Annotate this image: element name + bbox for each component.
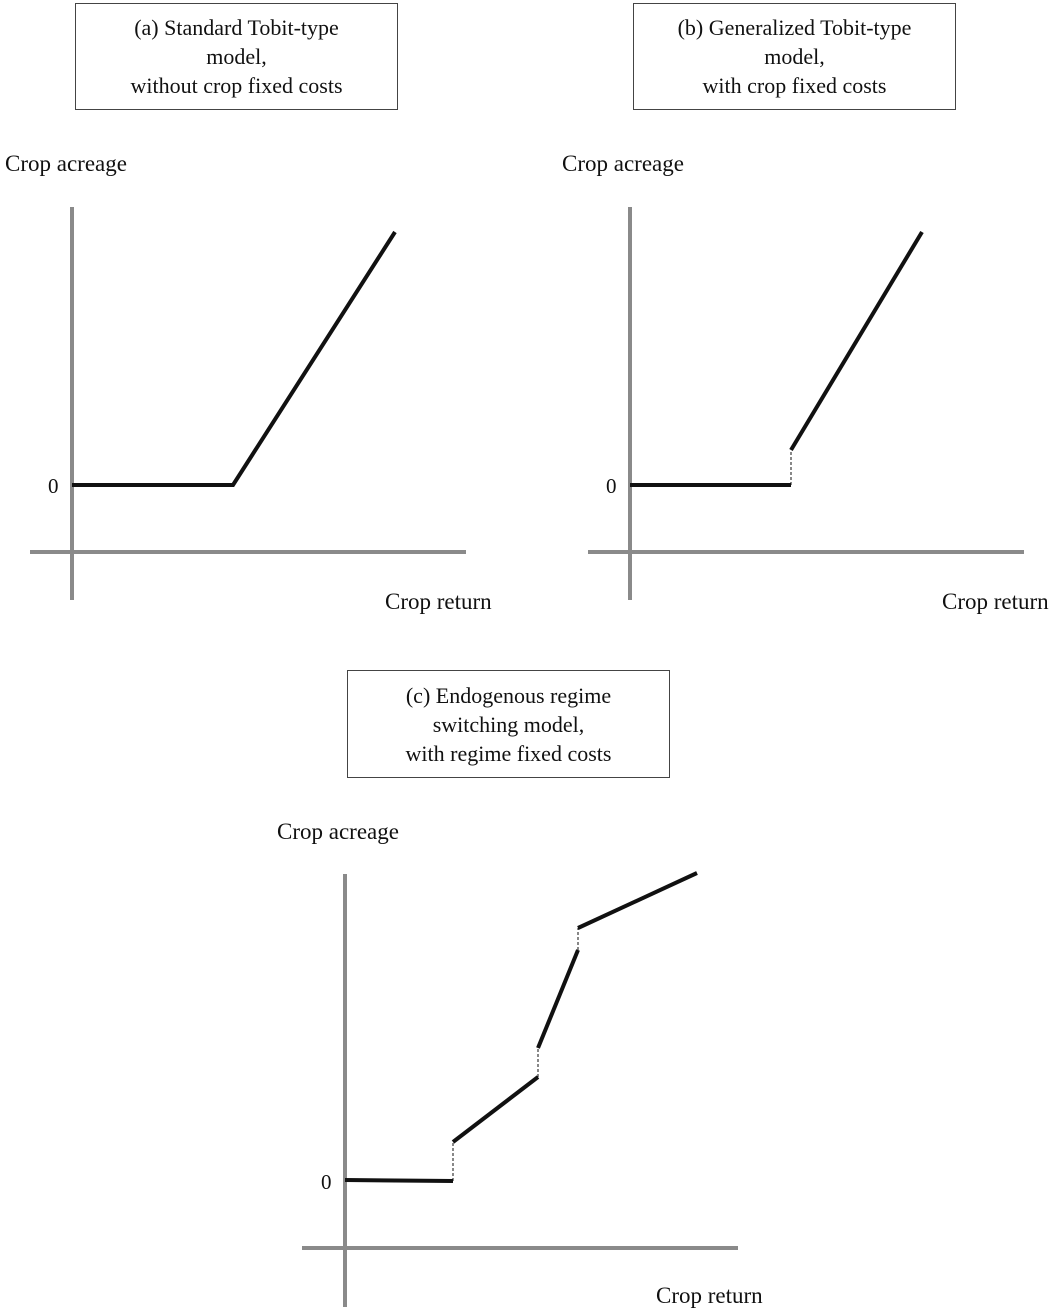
- panel-c-curve-segment-2: [451, 1075, 540, 1144]
- panel-b-title-box: (b) Generalized Tobit-type model, with c…: [633, 3, 956, 110]
- panel-c-curve-segment-3: [536, 949, 580, 1049]
- panel-b-zero-label: 0: [606, 474, 617, 498]
- panel-b-title-line-1: (b) Generalized Tobit-type: [677, 15, 912, 40]
- panel-c-plot: [302, 871, 738, 1307]
- panel-c-title-line-2: switching model,: [432, 711, 585, 737]
- panel-c-x-axis-label: Crop return: [656, 1283, 763, 1308]
- panel-a-y-axis-label: Crop acreage: [5, 151, 127, 176]
- panel-b-title-line-3: with crop fixed costs: [702, 73, 887, 98]
- panel-a-x-axis-label: Crop return: [385, 589, 492, 614]
- panel-a-plot: [30, 207, 466, 600]
- panel-c-title-line-1: (c) Endogenous regime: [405, 682, 612, 708]
- panel-a-title-line-2: model,: [206, 44, 267, 69]
- panel-b-y-axis-label: Crop acreage: [562, 151, 684, 176]
- panel-a-response-curve: [72, 230, 397, 487]
- panel-c-y-axis-label: Crop acreage: [277, 819, 399, 844]
- panel-c-curve-segment-1: [344, 1178, 454, 1183]
- panel-b-curve-segment-2: [789, 230, 924, 452]
- panel-b-title-line-2: model,: [764, 44, 825, 69]
- panel-a-zero-label: 0: [48, 474, 59, 498]
- panel-a-title-box: (a) Standard Tobit-type model, without c…: [75, 3, 398, 110]
- panel-c-curve-segment-4: [577, 871, 698, 930]
- panel-a-title-line-1: (a) Standard Tobit-type: [134, 15, 339, 40]
- panel-a-title-line-3: without crop fixed costs: [130, 73, 343, 98]
- panel-b-x-axis-label: Crop return: [942, 589, 1049, 614]
- panel-c-title-line-3: with regime fixed costs: [405, 740, 612, 766]
- panel-c-zero-label: 0: [321, 1170, 332, 1194]
- panel-c-title-box: (c) Endogenous regime switching model, w…: [347, 670, 670, 778]
- panel-b-plot: [588, 207, 1024, 600]
